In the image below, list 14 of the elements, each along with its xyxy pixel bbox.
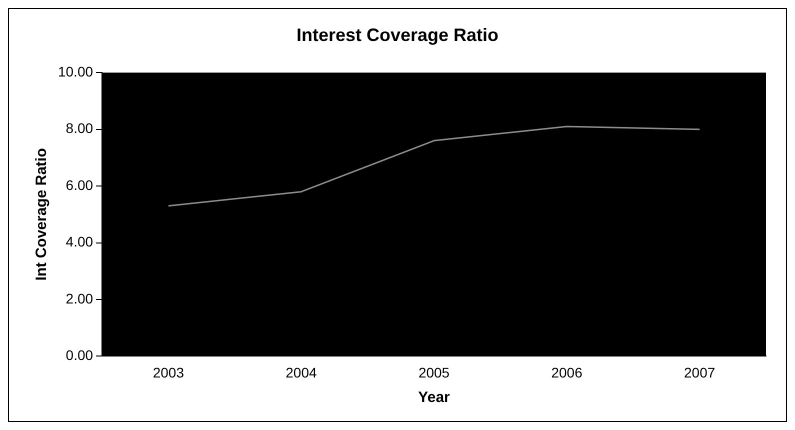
y-tick-label: 4.00: [66, 234, 94, 250]
x-tick-label: 2003: [152, 364, 184, 380]
x-tick-label: 2004: [286, 364, 318, 380]
y-axis-title: Int Coverage Ratio: [33, 148, 50, 281]
y-tick-label: 10.00: [58, 63, 94, 80]
y-tick-label: 8.00: [66, 120, 94, 136]
x-tick-label: 2005: [418, 364, 450, 380]
x-axis-title: Year: [418, 389, 450, 406]
x-tick-label: 2007: [684, 364, 716, 380]
chart-title: Interest Coverage Ratio: [296, 24, 499, 45]
y-tick-label: 0.00: [66, 347, 94, 364]
y-tick-label: 2.00: [66, 290, 94, 306]
x-tick-label: 2006: [551, 364, 583, 380]
y-tick-label: 6.00: [66, 176, 94, 193]
